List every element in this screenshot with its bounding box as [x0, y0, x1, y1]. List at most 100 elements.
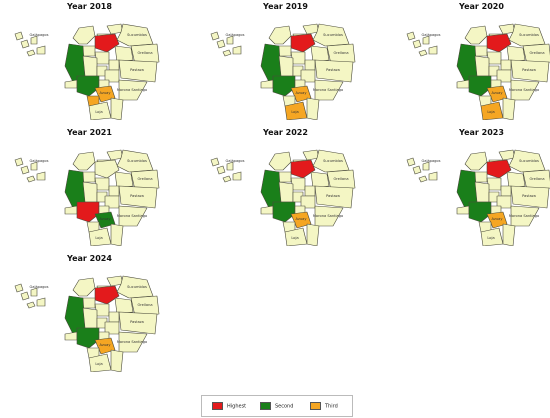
province-label: Azuay	[100, 343, 112, 347]
map-panel: Year 2019 Galápagos Sucumbíos Orellana Pasta…	[203, 2, 368, 120]
province-label: Orellana	[529, 177, 544, 181]
province-label: Loja	[95, 362, 102, 366]
province-santa-elena	[64, 79, 78, 89]
galapagos-island	[232, 45, 242, 55]
galapagos-island	[36, 45, 46, 55]
legend-item-third: Third	[310, 402, 338, 410]
province-los-r-os	[82, 307, 98, 329]
province-label: Sucumbíos	[127, 33, 147, 37]
galapagos-island	[26, 301, 36, 309]
galapagos-island	[26, 175, 36, 183]
province-label: Loja	[291, 236, 298, 240]
province-esmeraldas	[268, 151, 292, 171]
province-pastaza	[314, 59, 354, 83]
province-santa-elena	[64, 205, 78, 215]
galapagos-island	[26, 49, 36, 57]
province-guayas	[76, 201, 100, 223]
province-label: Orellana	[137, 51, 152, 55]
province-pastaza	[118, 311, 158, 335]
province-sucumb-os	[116, 275, 154, 299]
province-label: Pastaza	[326, 68, 340, 72]
galapagos-island	[406, 31, 416, 41]
province-santa-elena	[456, 79, 470, 89]
province-sucumb-os	[508, 23, 546, 47]
province-tungurahua	[108, 185, 120, 197]
ecuador-map: Galápagos Sucumbíos Orellana Pastaza Morona …	[14, 149, 160, 246]
province-tungurahua	[304, 185, 316, 197]
province-label: Orellana	[137, 177, 152, 181]
province-zamora-chinchipe	[306, 223, 320, 246]
province-morona-santiago	[118, 79, 148, 101]
legend-swatch-second	[260, 402, 271, 410]
province-zamora-chinchipe	[502, 223, 516, 246]
map-panel: Year 2018 Galápagos Sucumbíos Orellana Pasta…	[7, 2, 172, 120]
panel-title: Year 2020	[459, 2, 504, 11]
province-label: Galápagos	[421, 33, 440, 37]
province-pastaza	[118, 59, 158, 83]
province-santa-elena	[456, 205, 470, 215]
province-sucumb-os	[116, 149, 154, 173]
province-label: Loja	[95, 110, 102, 114]
province-label: Pastaza	[130, 68, 144, 72]
galapagos-island	[216, 39, 226, 49]
province-label: Sucumbíos	[127, 285, 147, 289]
province-los-r-os	[82, 181, 98, 203]
province-esmeraldas	[72, 151, 96, 171]
province-morona-santiago	[118, 205, 148, 227]
galapagos-island	[418, 175, 428, 183]
province-guayas	[272, 75, 296, 97]
province-guayas	[468, 75, 492, 97]
province-napo	[310, 171, 330, 189]
galapagos-island	[412, 39, 422, 49]
panel-title: Year 2019	[263, 2, 308, 11]
galapagos-island	[222, 49, 232, 57]
province-orellana	[522, 169, 550, 191]
galapagos-island	[36, 297, 46, 307]
legend-label-third: Third	[325, 403, 338, 410]
legend-item-second: Second	[260, 402, 293, 410]
province-label: Morona Santiago	[313, 214, 343, 218]
province-santa-elena	[260, 205, 274, 215]
province-guayas	[76, 327, 100, 349]
panel-title: Year 2022	[263, 128, 308, 137]
province-pastaza	[314, 185, 354, 209]
province-orellana	[130, 169, 160, 191]
province-label: Loja	[487, 236, 494, 240]
province-morona-santiago	[510, 205, 540, 227]
province-esmeraldas	[72, 25, 96, 45]
province-tungurahua	[108, 59, 120, 71]
legend-item-highest: Highest	[212, 402, 246, 410]
province-label: Morona Santiago	[117, 214, 147, 218]
province-label: Galápagos	[29, 159, 48, 163]
legend: Highest Second Third	[201, 395, 353, 417]
province-label: Galápagos	[225, 33, 244, 37]
galapagos-island	[14, 31, 24, 41]
province-guayas	[76, 75, 100, 97]
province-tungurahua	[500, 185, 512, 197]
province-label: Morona Santiago	[117, 340, 147, 344]
province-zamora-chinchipe	[502, 97, 516, 120]
province-label: Galápagos	[225, 159, 244, 163]
province-label: Sucumbíos	[519, 33, 539, 37]
province-label: Orellana	[137, 303, 152, 307]
province-tungurahua	[304, 59, 316, 71]
province-pastaza	[510, 59, 550, 83]
province-morona-santiago	[510, 79, 540, 101]
province-label: Azuay	[492, 91, 504, 95]
map-panel: Year 2024 Galápagos Sucumbíos Orellana Pasta…	[7, 254, 172, 372]
galapagos-island	[422, 161, 430, 171]
province-los-r-os	[82, 55, 98, 77]
province-label: Loja	[291, 110, 298, 114]
map-panel: Year 2023 Galápagos Sucumbíos Orellana Pasta…	[399, 128, 550, 246]
province-napo	[506, 45, 526, 63]
province-tungurahua	[500, 59, 512, 71]
legend-swatch-highest	[212, 402, 223, 410]
legend-label-highest: Highest	[227, 403, 247, 410]
galapagos-island	[20, 165, 30, 175]
province-napo	[114, 171, 134, 189]
galapagos-island	[14, 157, 24, 167]
galapagos-island	[226, 35, 234, 45]
map-panel: Year 2020 Galápagos Sucumbíos Orellana Pasta…	[399, 2, 550, 120]
galapagos-island	[20, 291, 30, 301]
galapagos-island	[36, 171, 46, 181]
